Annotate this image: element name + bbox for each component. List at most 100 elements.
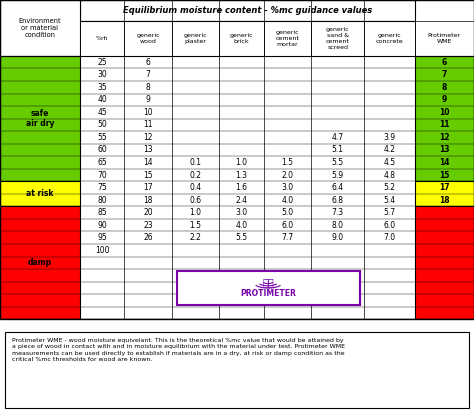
Text: 9: 9 (442, 95, 447, 104)
Text: at risk: at risk (26, 190, 54, 198)
Text: 95: 95 (97, 233, 107, 242)
Text: 23: 23 (143, 221, 153, 230)
Text: 80: 80 (97, 196, 107, 205)
Text: 7: 7 (442, 70, 447, 79)
Text: 65: 65 (97, 158, 107, 167)
Text: 12: 12 (439, 133, 450, 142)
Text: 8: 8 (442, 83, 447, 92)
Text: damp: damp (28, 258, 52, 267)
Bar (176, 271, 360, 305)
Text: 1.3: 1.3 (236, 171, 247, 180)
Text: 45: 45 (97, 108, 107, 117)
Text: 4.0: 4.0 (281, 196, 293, 205)
Text: 40: 40 (97, 95, 107, 104)
Text: 9.0: 9.0 (332, 233, 344, 242)
Text: 1.0: 1.0 (190, 208, 201, 217)
Bar (0, 0, 474, 56)
Text: 11: 11 (143, 120, 153, 129)
Text: 90: 90 (97, 221, 107, 230)
Text: 26: 26 (143, 233, 153, 242)
Text: 1.6: 1.6 (236, 183, 247, 192)
Text: 5.4: 5.4 (383, 196, 396, 205)
Bar (365, 21, 415, 56)
Text: 5.7: 5.7 (383, 208, 396, 217)
Text: ⧖⧗: ⧖⧗ (262, 277, 274, 287)
Text: 3.9: 3.9 (383, 133, 396, 142)
Text: 60: 60 (97, 145, 107, 154)
Bar (0, 181, 80, 206)
Text: generic
wood: generic wood (137, 33, 160, 44)
Bar (415, 181, 474, 206)
Text: 5.9: 5.9 (332, 171, 344, 180)
Text: relative: relative (428, 296, 461, 305)
Text: 20: 20 (439, 208, 450, 217)
Text: 0.4: 0.4 (190, 183, 201, 192)
Text: Environment
or material
condition: Environment or material condition (18, 18, 61, 38)
Text: 4.5: 4.5 (383, 158, 396, 167)
Bar (80, 56, 415, 319)
Text: 1.5: 1.5 (190, 221, 201, 230)
Text: 8.0: 8.0 (332, 221, 344, 230)
Text: 4.8: 4.8 (383, 171, 396, 180)
Text: 10: 10 (143, 108, 153, 117)
Bar (311, 21, 365, 56)
Text: 27: 27 (439, 246, 450, 255)
Text: %rh: %rh (96, 36, 109, 41)
Text: 100: 100 (95, 246, 109, 255)
Text: 14: 14 (143, 158, 153, 167)
Text: 7.0: 7.0 (383, 233, 396, 242)
Text: 85: 85 (97, 208, 107, 217)
Text: 55: 55 (97, 133, 107, 142)
Bar (0, 0, 80, 56)
Text: 5.0: 5.0 (281, 208, 293, 217)
Text: generic
brick: generic brick (229, 33, 253, 44)
Bar (80, 0, 415, 21)
Text: generic
sand &
cement
screed: generic sand & cement screed (326, 27, 350, 50)
Text: 13: 13 (143, 145, 153, 154)
Text: 1.5: 1.5 (282, 158, 293, 167)
Text: 70: 70 (97, 171, 107, 180)
Text: 5.1: 5.1 (332, 145, 344, 154)
Text: 0.6: 0.6 (190, 196, 201, 205)
Text: generic
cement
mortar: generic cement mortar (275, 30, 299, 47)
Bar (264, 21, 311, 56)
Text: 6.4: 6.4 (332, 183, 344, 192)
Bar (124, 21, 172, 56)
Text: 18: 18 (439, 196, 450, 205)
Text: 2.2: 2.2 (190, 233, 201, 242)
Text: 6: 6 (146, 58, 151, 67)
Text: 6.0: 6.0 (383, 221, 396, 230)
Bar (0, 56, 80, 181)
Text: 7.3: 7.3 (332, 208, 344, 217)
Text: generic
plaster: generic plaster (184, 33, 207, 44)
Text: 20: 20 (143, 208, 153, 217)
Text: 23: 23 (439, 221, 450, 230)
Text: 4.2: 4.2 (383, 145, 396, 154)
Bar (415, 206, 474, 319)
Text: 26: 26 (439, 233, 450, 242)
Text: 2.0: 2.0 (282, 171, 293, 180)
Text: 0.2: 0.2 (190, 171, 201, 180)
Text: 30: 30 (97, 70, 107, 79)
Text: 4.0: 4.0 (236, 221, 247, 230)
Text: 28: 28 (439, 258, 450, 267)
Text: 14: 14 (439, 158, 450, 167)
Text: 12: 12 (143, 133, 153, 142)
Text: 8: 8 (146, 83, 151, 92)
Text: Protimeter
WME: Protimeter WME (428, 33, 461, 44)
Text: 7.7: 7.7 (281, 233, 293, 242)
Text: Equilibrium moisture content - %mc guidance values: Equilibrium moisture content - %mc guida… (123, 6, 372, 15)
Text: 1.0: 1.0 (236, 158, 247, 167)
Text: 5.5: 5.5 (236, 233, 247, 242)
Text: relative: relative (428, 283, 461, 293)
Text: generic
concrete: generic concrete (376, 33, 403, 44)
Text: 11: 11 (439, 120, 450, 129)
Text: 10: 10 (439, 108, 450, 117)
Bar (172, 21, 219, 56)
Bar (219, 21, 264, 56)
Text: 15: 15 (439, 171, 449, 180)
Text: 4.7: 4.7 (332, 133, 344, 142)
Text: 75: 75 (97, 183, 107, 192)
Bar (80, 21, 124, 56)
Text: 9: 9 (146, 95, 151, 104)
